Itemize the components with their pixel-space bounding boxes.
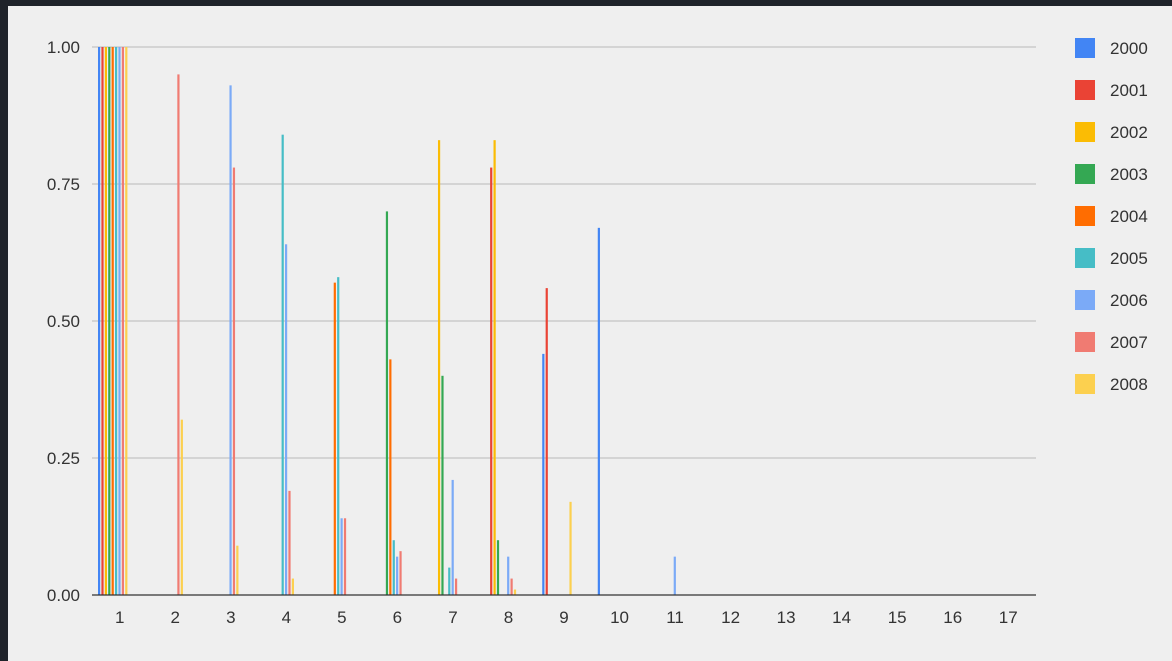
- x-tick-label: 1: [115, 608, 124, 627]
- bar[interactable]: [507, 556, 510, 595]
- bar[interactable]: [597, 227, 600, 595]
- legend-swatch: [1075, 290, 1095, 310]
- legend-label: 2008: [1110, 375, 1148, 394]
- bar[interactable]: [493, 140, 496, 595]
- legend-label: 2007: [1110, 333, 1148, 352]
- bar-chart: 0.000.250.500.751.001 2 3 4 5 6 7 8 9 10 11 12 13 14 1…: [47, 38, 1148, 627]
- bar[interactable]: [396, 556, 399, 595]
- y-tick-label: 0.25: [47, 449, 80, 468]
- x-tick-label: 14: [832, 608, 851, 627]
- x-tick-label: 9: [559, 608, 568, 627]
- x-tick-label: 6: [393, 608, 402, 627]
- legend-swatch: [1075, 206, 1095, 226]
- bar[interactable]: [118, 47, 121, 595]
- x-tick-label: 10: [610, 608, 629, 627]
- bar[interactable]: [490, 167, 493, 595]
- bar[interactable]: [437, 140, 441, 595]
- x-tick-label: 12: [721, 608, 740, 627]
- bar[interactable]: [229, 85, 232, 596]
- bar[interactable]: [545, 288, 548, 595]
- bar[interactable]: [454, 578, 458, 595]
- bar[interactable]: [236, 545, 239, 595]
- bar[interactable]: [389, 359, 392, 595]
- x-tick-label: 2: [171, 608, 180, 627]
- x-tick-label: 4: [282, 608, 291, 627]
- bar[interactable]: [673, 556, 676, 595]
- bar[interactable]: [340, 518, 343, 595]
- bar[interactable]: [281, 134, 284, 595]
- x-tick-label: 17: [999, 608, 1018, 627]
- bar[interactable]: [542, 353, 545, 595]
- x-tick-label: 7: [448, 608, 457, 627]
- bar[interactable]: [496, 540, 500, 595]
- bar[interactable]: [441, 375, 444, 595]
- x-tick-label: 11: [666, 608, 684, 627]
- legend-swatch: [1075, 122, 1095, 142]
- bar[interactable]: [451, 479, 454, 595]
- x-tick-label: 15: [888, 608, 907, 627]
- y-tick-label: 1.00: [47, 38, 80, 57]
- legend-swatch: [1075, 332, 1095, 352]
- legend-label: 2004: [1110, 207, 1148, 226]
- legend-label: 2000: [1110, 39, 1148, 58]
- legend-label: 2002: [1110, 123, 1148, 142]
- chart-panel: 0.00 0.25 0.50 0.75 1.00 1 2 3 4 5 6 7 8 9 10 11 12 13 14 1…: [8, 6, 1172, 661]
- x-tick-label: 5: [337, 608, 346, 627]
- bar[interactable]: [177, 74, 180, 595]
- bar[interactable]: [101, 47, 104, 595]
- bar[interactable]: [385, 211, 389, 595]
- legend-swatch: [1075, 248, 1095, 268]
- x-tick-label: 3: [226, 608, 235, 627]
- y-tick-label: 0.50: [47, 312, 80, 331]
- bar[interactable]: [337, 277, 340, 595]
- bar[interactable]: [180, 419, 183, 595]
- x-tick-label: 13: [777, 608, 796, 627]
- bar[interactable]: [284, 244, 288, 595]
- bar[interactable]: [104, 47, 107, 595]
- legend-label: 2006: [1110, 291, 1148, 310]
- legend-swatch: [1075, 38, 1095, 58]
- bar[interactable]: [448, 567, 451, 595]
- y-tick-label: 0.00: [47, 586, 80, 605]
- bar[interactable]: [111, 47, 114, 595]
- x-tick-label: 8: [504, 608, 513, 627]
- legend-label: 2005: [1110, 249, 1148, 268]
- bar[interactable]: [399, 551, 402, 595]
- x-tick-label: 16: [943, 608, 962, 627]
- legend-swatch: [1075, 164, 1095, 184]
- bar[interactable]: [343, 518, 347, 595]
- bar[interactable]: [288, 490, 291, 595]
- bar[interactable]: [232, 167, 236, 595]
- bar[interactable]: [108, 47, 111, 595]
- y-tick-label: 0.75: [47, 175, 80, 194]
- bar[interactable]: [115, 47, 118, 595]
- bar[interactable]: [125, 47, 128, 595]
- bar[interactable]: [513, 589, 517, 595]
- legend-swatch: [1075, 374, 1095, 394]
- legend-label: 2001: [1110, 81, 1148, 100]
- bar[interactable]: [569, 501, 572, 595]
- bar[interactable]: [392, 540, 395, 595]
- bar[interactable]: [510, 578, 513, 595]
- legend-label: 2003: [1110, 165, 1148, 184]
- bar[interactable]: [121, 47, 124, 595]
- bar[interactable]: [291, 578, 294, 595]
- legend-swatch: [1075, 80, 1095, 100]
- bar[interactable]: [333, 282, 336, 595]
- bar[interactable]: [98, 47, 101, 595]
